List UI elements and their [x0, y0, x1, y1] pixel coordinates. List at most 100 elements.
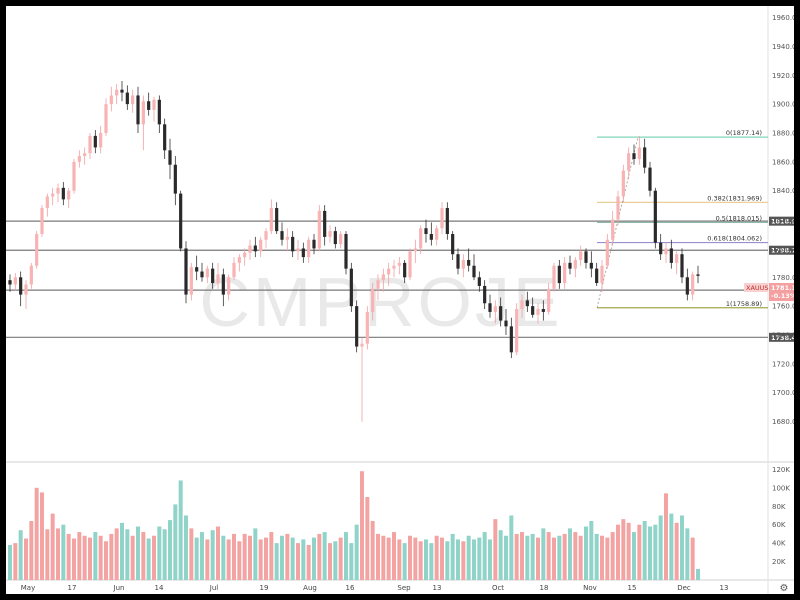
candle-body: [56, 187, 60, 194]
candle-body: [531, 306, 535, 315]
volume-bar: [13, 543, 18, 580]
candle-body: [477, 277, 481, 286]
volume-bar: [349, 543, 354, 580]
candle-body: [637, 147, 641, 159]
volume-bar: [616, 524, 620, 580]
volume-bar: [669, 513, 674, 580]
volume-tick-label: 20K: [772, 558, 786, 566]
candle-body: [205, 268, 209, 278]
volume-bar: [269, 532, 274, 580]
volume-bar: [120, 522, 124, 580]
volume-bar: [168, 520, 172, 580]
volume-bar: [226, 539, 231, 580]
volume-bar: [141, 532, 146, 580]
candle-body: [104, 104, 108, 133]
volume-bar: [696, 568, 700, 580]
candle-body: [408, 251, 412, 278]
candle-body: [323, 210, 327, 237]
volume-tick-label: 40K: [772, 540, 786, 548]
volume-bar: [413, 537, 418, 580]
candle-body: [328, 231, 332, 237]
candle-body: [269, 208, 273, 232]
candle-body: [195, 267, 199, 272]
volume-bar: [573, 532, 578, 580]
candle-body: [461, 259, 465, 269]
candle-body: [675, 254, 679, 263]
volume-bar: [402, 543, 407, 580]
candle-body: [88, 135, 92, 154]
candle-body: [429, 234, 433, 240]
candle-body: [307, 239, 311, 258]
volume-tick-label: 80K: [772, 503, 786, 511]
horizontal-level-label: 1738.400: [771, 334, 794, 342]
candle-body: [8, 280, 12, 285]
volume-bar: [253, 528, 258, 580]
candle-body: [141, 101, 145, 125]
volume-axis: 120K 100K 80K 60K 40K 20K: [772, 466, 790, 566]
candle-body: [419, 228, 423, 249]
candle-body: [413, 248, 417, 252]
volume-bar: [88, 537, 92, 580]
volume-bar: [520, 532, 524, 580]
volume-bar: [536, 537, 540, 580]
fibonacci-level-label: 1(1758.89): [726, 300, 762, 308]
volume-bar: [184, 515, 188, 580]
candle-body: [312, 239, 316, 249]
time-axis: May 17 Jun 14 Jul 19 Aug 16 Sep 13 Oct 18 Nov 15 Dec 13: [21, 584, 729, 592]
volume-bar: [648, 526, 652, 580]
volume-bar: [221, 535, 226, 580]
candle-body: [253, 245, 257, 252]
volume-bar: [312, 537, 316, 580]
candle-body: [488, 303, 492, 312]
volume-bar: [568, 528, 572, 580]
price-tick-label: 1700.000: [772, 389, 794, 397]
volume-bar: [488, 539, 492, 580]
volume-bar: [477, 537, 482, 580]
candle-body: [259, 239, 263, 252]
volume-bar: [290, 537, 295, 580]
fibonacci-level-label: 0.618(1804.062): [707, 235, 762, 243]
price-tick-label: 1680.000: [772, 418, 794, 426]
candle-body: [669, 248, 673, 263]
horizontal-level-tag: [769, 245, 794, 255]
volume-bar: [61, 524, 66, 580]
candle-body: [67, 190, 71, 200]
volume-bar: [173, 504, 178, 580]
settings-gear-icon[interactable]: ⚙: [780, 583, 789, 594]
volume-bar: [248, 535, 252, 580]
candle-body: [291, 236, 295, 252]
candle-body: [456, 254, 460, 269]
volume-bar: [690, 537, 695, 580]
volume-bar: [434, 535, 439, 580]
volume-bar: [440, 537, 444, 580]
volume-bar: [285, 533, 290, 580]
candle-body: [317, 210, 321, 249]
candle-body: [339, 234, 343, 245]
price-tick-label: 1800.000: [772, 245, 794, 253]
volume-bar: [237, 541, 242, 580]
volume-bar: [392, 532, 396, 580]
volume-bar: [626, 522, 631, 580]
volume-bar: [56, 528, 60, 580]
price-tick-label: 1780.000: [772, 274, 794, 282]
price-tick-label: 1860.000: [772, 158, 794, 166]
volume-bar: [344, 532, 348, 580]
svg-text:XAUUSD: XAUUSD: [746, 284, 774, 292]
candle-body: [131, 95, 135, 105]
candle-body: [29, 265, 33, 285]
volume-bar: [589, 521, 594, 580]
candle-body: [685, 277, 689, 295]
candle-body: [125, 92, 129, 105]
volume-bar: [461, 541, 466, 580]
horizontal-levels: 1818.9001798.7601771.1001738.400: [6, 216, 794, 342]
volume-bar: [621, 519, 626, 580]
volume-bar: [450, 533, 455, 580]
candle-body: [360, 343, 364, 347]
fibonacci-level-label: 0.382(1831.969): [707, 194, 762, 202]
price-tick-label: 1960.000: [772, 14, 794, 22]
volume-bar: [317, 533, 322, 580]
time-tick-label: Jul: [209, 584, 219, 592]
price-tick-label: 1900.000: [772, 101, 794, 109]
volume-bar: [189, 528, 194, 580]
volume-bar: [242, 533, 247, 580]
